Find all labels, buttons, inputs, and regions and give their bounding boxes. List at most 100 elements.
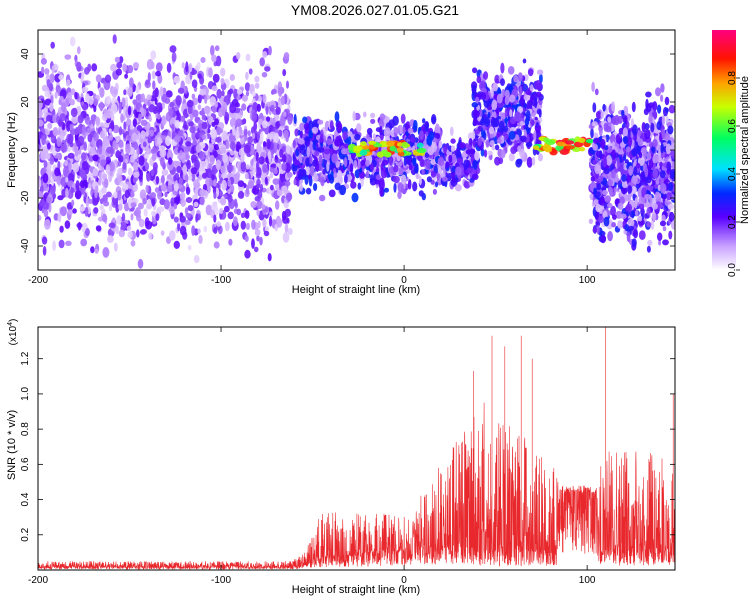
heatmap-cell bbox=[179, 215, 186, 223]
heatmap-cell bbox=[595, 191, 601, 198]
heatmap-cell bbox=[442, 176, 448, 182]
heatmap-cell bbox=[240, 220, 246, 230]
heatmap-cell bbox=[162, 101, 165, 110]
heatmap-cell bbox=[268, 45, 272, 56]
heatmap-cell bbox=[256, 103, 261, 112]
heatmap-cell bbox=[214, 101, 218, 108]
heatmap-cell bbox=[74, 148, 79, 157]
heatmap-cell bbox=[666, 161, 672, 172]
heatmap-cell bbox=[52, 240, 56, 252]
heatmap-cell bbox=[415, 163, 419, 174]
heatmap-cell bbox=[208, 67, 213, 78]
heatmap-cell bbox=[636, 162, 641, 169]
heatmap-cell bbox=[473, 110, 480, 119]
heatmap-cell bbox=[41, 84, 48, 92]
heatmap-cell bbox=[88, 182, 92, 189]
heatmap-cell bbox=[278, 129, 283, 137]
heatmap-cell bbox=[588, 218, 594, 224]
heatmap-cell bbox=[638, 196, 645, 205]
heatmap-cell bbox=[615, 134, 621, 144]
heatmap-cell bbox=[253, 122, 258, 131]
heatmap-cell bbox=[509, 109, 513, 118]
heatmap-cell bbox=[306, 146, 311, 158]
heatmap-cell bbox=[517, 72, 523, 82]
heatmap-cell bbox=[648, 102, 655, 108]
heatmap-cell bbox=[508, 152, 515, 162]
heatmap-cell bbox=[358, 167, 363, 174]
heatmap-cell bbox=[577, 137, 586, 143]
heatmap-cell bbox=[284, 223, 289, 234]
heatmap-cell bbox=[209, 96, 217, 107]
heatmap-cell bbox=[621, 109, 625, 116]
heatmap-cell bbox=[49, 73, 55, 84]
heatmap-cell bbox=[71, 114, 78, 124]
spectrogram-x-label: Height of straight line (km) bbox=[292, 284, 420, 296]
heatmap-cell bbox=[276, 217, 283, 228]
heatmap-cell bbox=[210, 45, 215, 56]
heatmap-cell bbox=[66, 138, 72, 144]
heatmap-cell bbox=[275, 121, 280, 129]
heatmap-cell bbox=[604, 195, 611, 203]
heatmap-cell bbox=[173, 182, 179, 192]
heatmap-cell bbox=[148, 232, 153, 240]
heatmap-cell bbox=[44, 98, 52, 106]
heatmap-cell bbox=[525, 90, 532, 96]
heatmap-cell bbox=[58, 239, 65, 249]
heatmap-cell bbox=[455, 166, 462, 176]
heatmap-cell bbox=[426, 135, 433, 146]
heatmap-cell bbox=[276, 189, 283, 197]
heatmap-cell bbox=[275, 106, 281, 116]
heatmap-cell bbox=[256, 209, 260, 217]
heatmap-cell bbox=[264, 66, 271, 72]
heatmap-cell bbox=[150, 50, 157, 60]
heatmap-cell bbox=[418, 175, 422, 186]
heatmap-cell bbox=[413, 119, 418, 131]
heatmap-cell bbox=[665, 107, 669, 113]
heatmap-cell bbox=[514, 111, 522, 122]
heatmap-cell bbox=[57, 119, 63, 127]
heatmap-cell bbox=[252, 132, 256, 140]
heatmap-cell bbox=[667, 203, 675, 210]
heatmap-cell bbox=[65, 177, 69, 183]
heatmap-cell bbox=[270, 104, 275, 112]
heatmap-cell bbox=[133, 118, 137, 128]
heatmap-cell bbox=[220, 198, 227, 206]
y-tick-label: 0.4 bbox=[20, 492, 31, 506]
heatmap-cell bbox=[150, 192, 156, 199]
heatmap-cell bbox=[611, 141, 615, 151]
heatmap-cell bbox=[259, 57, 266, 67]
heatmap-cell bbox=[65, 187, 69, 198]
heatmap-cell bbox=[246, 184, 250, 195]
heatmap-cell bbox=[177, 87, 185, 94]
heatmap-cell bbox=[297, 139, 305, 145]
heatmap-cell bbox=[286, 80, 289, 89]
heatmap-cell bbox=[369, 162, 374, 172]
heatmap-cell bbox=[84, 206, 89, 217]
heatmap-cell bbox=[285, 192, 293, 202]
heatmap-cell bbox=[365, 170, 370, 179]
heatmap-cell bbox=[366, 127, 373, 135]
heatmap-cell bbox=[235, 118, 242, 127]
heatmap-cell bbox=[602, 189, 608, 196]
heatmap-cell bbox=[146, 94, 152, 101]
snr-y-multiplier: (x104) bbox=[7, 319, 19, 346]
heatmap-cell bbox=[272, 178, 280, 185]
heatmap-cell bbox=[133, 175, 137, 184]
heatmap-cell bbox=[408, 163, 413, 171]
heatmap-cell bbox=[492, 118, 500, 128]
heatmap-cell bbox=[235, 129, 240, 140]
heatmap-cell bbox=[379, 186, 384, 197]
heatmap-cell bbox=[590, 127, 594, 139]
heatmap-cell bbox=[168, 157, 173, 166]
heatmap-cell bbox=[92, 167, 99, 177]
heatmap-cell bbox=[180, 115, 186, 122]
heatmap-cell bbox=[259, 236, 263, 246]
heatmap-cell bbox=[195, 144, 202, 153]
heatmap-cell bbox=[398, 167, 404, 176]
heatmap-cell bbox=[305, 157, 310, 167]
heatmap-cell bbox=[144, 162, 150, 171]
heatmap-cell bbox=[188, 62, 193, 73]
heatmap-cell bbox=[613, 187, 617, 193]
heatmap-cell bbox=[360, 178, 364, 187]
heatmap-cell bbox=[224, 205, 230, 213]
